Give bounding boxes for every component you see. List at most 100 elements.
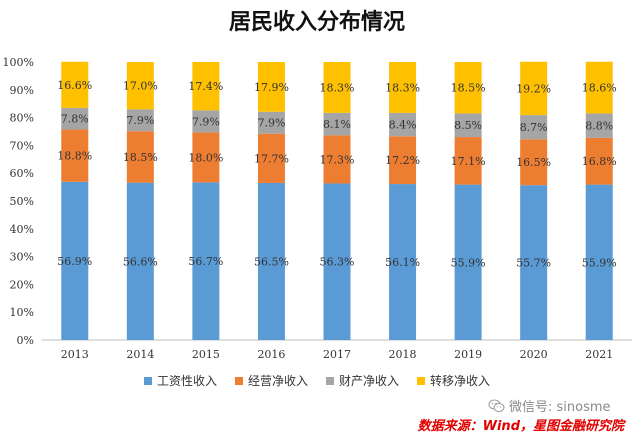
y-tick-label: 20% bbox=[10, 278, 34, 291]
data-label: 8.4% bbox=[389, 119, 417, 132]
bar-segment bbox=[585, 184, 613, 340]
data-label: 18.6% bbox=[582, 82, 617, 95]
data-label: 16.8% bbox=[582, 155, 617, 168]
x-tick-label: 2019 bbox=[454, 348, 482, 361]
bar-segment bbox=[192, 62, 220, 111]
data-label: 18.0% bbox=[188, 151, 223, 164]
y-tick-label: 50% bbox=[10, 195, 34, 208]
watermark: 微信号: sinosme bbox=[488, 396, 611, 415]
bar-segment bbox=[126, 62, 154, 110]
bar-segment bbox=[520, 61, 548, 116]
bar-segment bbox=[389, 62, 417, 113]
bar-segment bbox=[126, 182, 154, 340]
bar-segment bbox=[323, 183, 351, 340]
watermark-text: 微信号: sinosme bbox=[509, 400, 611, 415]
x-tick-label: 2018 bbox=[389, 348, 417, 361]
data-label: 7.8% bbox=[61, 113, 89, 126]
bar-segment bbox=[585, 137, 613, 185]
legend-label: 工资性收入 bbox=[156, 374, 217, 388]
y-tick-label: 60% bbox=[10, 167, 34, 180]
data-label: 8.8% bbox=[585, 120, 613, 133]
bar-segment bbox=[454, 113, 482, 138]
data-label: 56.7% bbox=[188, 255, 223, 268]
legend-label: 财产净收入 bbox=[339, 374, 400, 388]
legend-item: 经营净收入 bbox=[234, 372, 308, 389]
y-tick-label: 30% bbox=[10, 251, 34, 264]
data-label: 17.9% bbox=[254, 81, 289, 94]
bar-segment bbox=[192, 182, 220, 340]
data-label: 17.4% bbox=[188, 80, 223, 93]
data-label: 8.1% bbox=[323, 118, 351, 131]
data-label: 7.9% bbox=[257, 117, 285, 130]
data-label: 56.5% bbox=[254, 255, 289, 268]
bar-segment bbox=[257, 111, 285, 134]
legend-item: 转移净收入 bbox=[417, 372, 490, 389]
legend-item: 财产净收入 bbox=[326, 372, 399, 389]
data-label: 17.2% bbox=[385, 154, 420, 167]
data-label: 55.9% bbox=[451, 256, 486, 269]
y-tick-label: 10% bbox=[10, 306, 34, 319]
bar-segment bbox=[520, 139, 548, 186]
data-label: 16.5% bbox=[516, 156, 551, 169]
bar-segment bbox=[126, 131, 154, 183]
y-tick-label: 70% bbox=[10, 139, 34, 152]
data-label: 8.5% bbox=[454, 119, 482, 132]
data-label: 18.5% bbox=[123, 151, 158, 164]
bar-segment bbox=[323, 112, 351, 136]
data-label: 18.3% bbox=[385, 81, 420, 94]
data-label: 55.7% bbox=[516, 257, 551, 270]
x-tick-label: 2021 bbox=[585, 348, 613, 361]
bar-segment bbox=[61, 61, 89, 108]
y-tick-label: 80% bbox=[10, 112, 34, 125]
data-label: 18.5% bbox=[451, 82, 486, 95]
bar-segment bbox=[454, 184, 482, 340]
legend-swatch bbox=[326, 376, 334, 385]
bar-segment bbox=[454, 137, 482, 185]
x-tick-label: 2020 bbox=[520, 348, 548, 361]
bar-segment bbox=[257, 182, 285, 340]
x-tick-label: 2015 bbox=[192, 348, 220, 361]
bar-segment bbox=[257, 133, 285, 183]
legend-swatch bbox=[234, 376, 243, 385]
data-label: 17.0% bbox=[123, 80, 158, 93]
wechat-icon bbox=[488, 399, 505, 412]
bar-segment bbox=[585, 61, 613, 114]
legend-swatch bbox=[417, 376, 426, 385]
data-label: 8.7% bbox=[520, 121, 548, 134]
bar-segment bbox=[61, 107, 89, 130]
y-tick-label: 0% bbox=[17, 334, 34, 347]
data-label: 7.9% bbox=[192, 115, 220, 128]
data-label: 19.2% bbox=[516, 82, 551, 95]
data-label: 7.9% bbox=[126, 114, 154, 127]
bar-segment bbox=[389, 136, 417, 185]
data-label: 17.7% bbox=[254, 152, 289, 165]
legend-label: 转移净收入 bbox=[430, 374, 491, 388]
source-note: 数据来源：Wind，星图金融研究院 bbox=[417, 419, 624, 434]
data-label: 18.3% bbox=[320, 81, 355, 94]
bar-segment bbox=[520, 185, 548, 340]
data-label: 17.1% bbox=[451, 155, 486, 168]
bar-segment bbox=[520, 115, 548, 140]
bar-segment bbox=[585, 113, 613, 138]
data-label: 56.9% bbox=[57, 255, 92, 268]
data-label: 56.1% bbox=[385, 256, 420, 269]
x-tick-label: 2013 bbox=[61, 348, 89, 361]
y-tick-label: 100% bbox=[3, 56, 34, 69]
data-label: 56.6% bbox=[123, 255, 158, 268]
bar-segment bbox=[323, 62, 351, 113]
bar-segment bbox=[389, 184, 417, 340]
legend: 工资性收入 经营净收入 财产净收入 转移净收入 bbox=[0, 372, 634, 389]
bar-segment bbox=[192, 132, 220, 183]
chart-title: 居民收入分布情况 bbox=[228, 10, 405, 35]
bar-segment bbox=[323, 135, 351, 184]
bar-segment bbox=[126, 109, 154, 132]
y-tick-label: 90% bbox=[10, 84, 34, 97]
x-tick-label: 2017 bbox=[323, 348, 351, 361]
bar-segment bbox=[192, 110, 220, 133]
data-label: 17.3% bbox=[320, 153, 355, 166]
bar-segment bbox=[61, 129, 89, 182]
y-tick-label: 40% bbox=[10, 223, 34, 236]
legend-label: 经营净收入 bbox=[247, 374, 308, 388]
bar-segment bbox=[257, 62, 285, 112]
